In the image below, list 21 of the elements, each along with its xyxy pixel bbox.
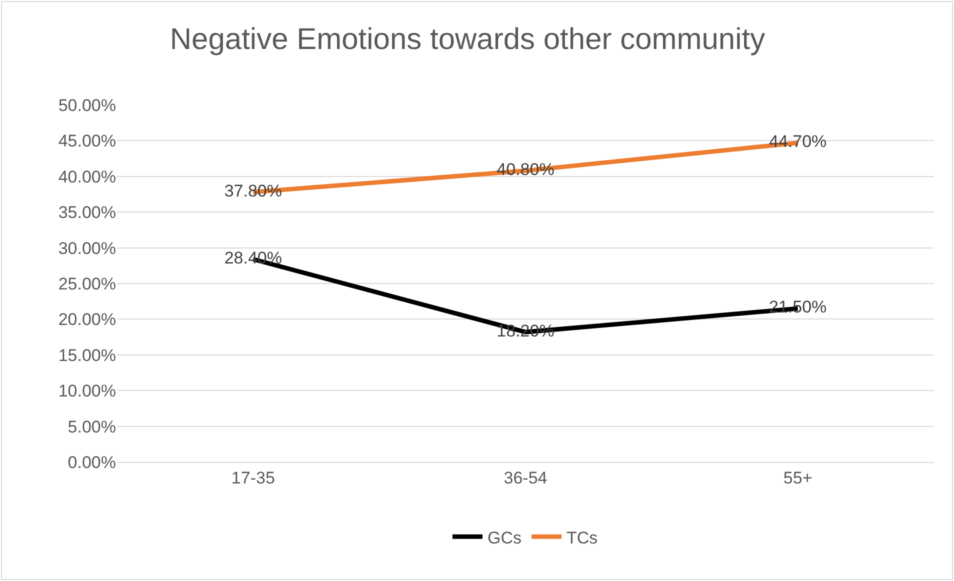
x-tick-label: 17-35 <box>231 468 275 488</box>
y-tick-label: 40.00% <box>58 167 116 186</box>
data-label: 21.50% <box>768 298 827 317</box>
y-tick-label: 5.00% <box>68 417 116 436</box>
y-tick-label: 0.00% <box>68 452 116 472</box>
y-tick-label: 10.00% <box>58 382 116 401</box>
x-tick-label: 36-54 <box>504 468 548 488</box>
y-tick-label: 30.00% <box>58 238 116 258</box>
y-tick-label: 20.00% <box>58 310 116 330</box>
y-tick-label: 25.00% <box>58 274 116 294</box>
y-tick-label: 50.00% <box>58 96 116 115</box>
legend-label: GCs <box>488 528 522 548</box>
y-tick-label: 15.00% <box>58 346 116 365</box>
data-label: 44.70% <box>768 132 827 152</box>
y-tick-label: 35.00% <box>58 203 116 222</box>
data-label: 28.40% <box>224 248 282 268</box>
y-tick-label: 45.00% <box>58 132 116 151</box>
data-label: 37.80% <box>224 181 282 200</box>
chart-title: Negative Emotions towards other community <box>170 22 766 56</box>
legend-label: TCs <box>566 528 598 548</box>
x-tick-label: 55+ <box>783 468 812 488</box>
